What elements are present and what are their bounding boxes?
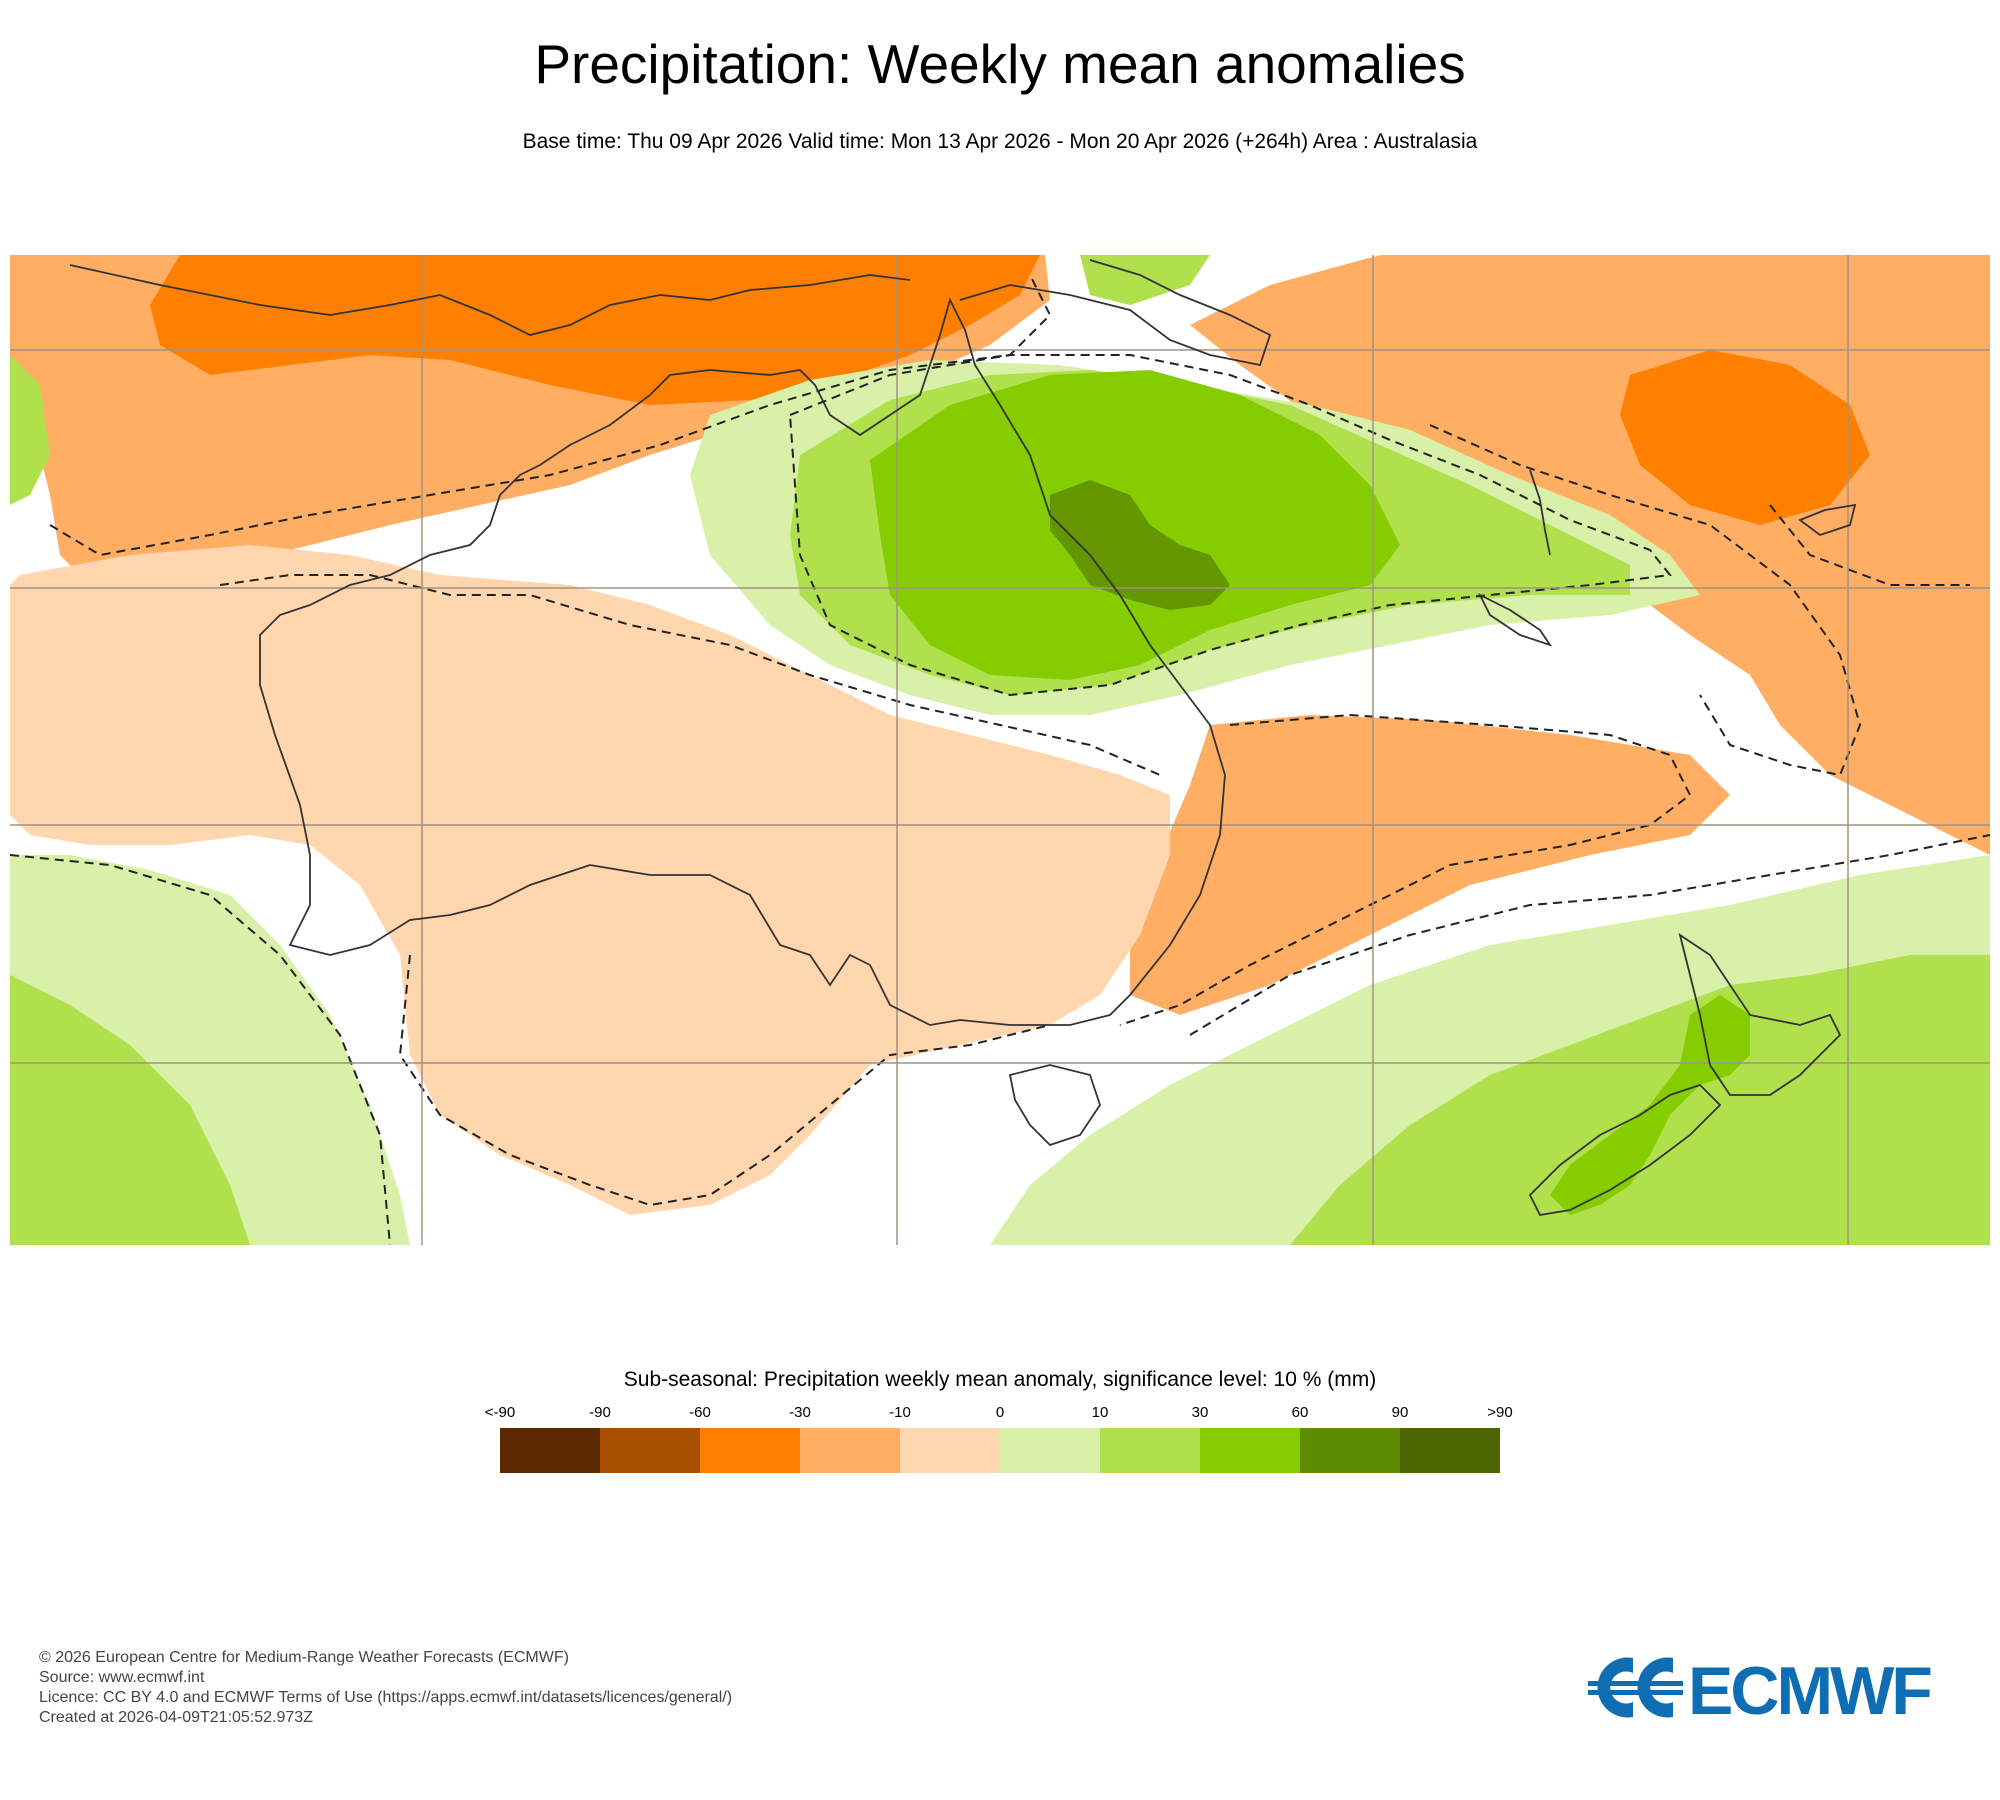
colorbar-swatch: [1400, 1428, 1500, 1473]
coast-new-caledonia: [1477, 592, 1553, 647]
significance-contours: [10, 274, 1990, 1245]
anomaly-new-zealand-wet: [1290, 955, 1990, 1245]
coast-tasmania: [1008, 1064, 1101, 1147]
colorbar-tick-label: 90: [1391, 1404, 1409, 1421]
anomaly-fiji-strong-dry: [1620, 350, 1870, 525]
coast-new-zealand-south: [1528, 1083, 1722, 1216]
colorbar-swatch: [900, 1428, 1000, 1473]
colorbar-tick-label: -30: [789, 1404, 811, 1421]
coastlines: [69, 259, 1857, 1216]
ecmwf-logo-mark: [1588, 1657, 1683, 1718]
anomaly-map: [10, 255, 1990, 1245]
colorbar-swatch: [700, 1428, 800, 1473]
colorbar-tick-label: 10: [1091, 1404, 1109, 1421]
colorbar-swatch: [1000, 1428, 1100, 1473]
footer-created: Created at 2026-04-09T21:05:52.973Z: [39, 1709, 313, 1726]
colorbar-swatch: [800, 1428, 900, 1473]
anomaly-nz-strong-wet: [1550, 995, 1750, 1215]
colorbar-tick-label: 30: [1191, 1404, 1209, 1421]
coast-fiji: [1798, 503, 1857, 537]
colorbar-tick-label: -10: [889, 1404, 911, 1421]
coast-new-zealand-north: [1678, 932, 1842, 1096]
ecmwf-logo: ECMWF: [1588, 1653, 1934, 1725]
anomaly-australia-dry: [10, 545, 1170, 1215]
colorbar-tick-label: <-90: [484, 1404, 516, 1421]
graticule: [10, 255, 1990, 1245]
legend-title: Sub-seasonal: Precipitation weekly mean …: [623, 1368, 1377, 1391]
colorbar-swatch: [600, 1428, 700, 1473]
page-title: Precipitation: Weekly mean anomalies: [534, 33, 1466, 95]
anomaly-west-edge-wet: [10, 355, 50, 505]
footer-source: Source: www.ecmwf.int: [39, 1669, 205, 1686]
coast-vanuatu: [1529, 469, 1551, 556]
anomaly-indian-ocean-strong-wet: [10, 975, 250, 1245]
page-subtitle: Base time: Thu 09 Apr 2026 Valid time: M…: [522, 130, 1478, 153]
colorbar: [500, 1428, 1500, 1473]
anomaly-queensland-very-wet: [1050, 480, 1230, 610]
colorbar-tick-label: -60: [689, 1404, 711, 1421]
colorbar-tick-label: 60: [1291, 1404, 1309, 1421]
footer-licence: Licence: CC BY 4.0 and ECMWF Terms of Us…: [39, 1689, 733, 1706]
colorbar-swatch: [1300, 1428, 1400, 1473]
footer: © 2026 European Centre for Medium-Range …: [39, 1648, 732, 1728]
footer-copyright: © 2026 European Centre for Medium-Range …: [39, 1649, 569, 1666]
anomaly-east-coast-dry: [1130, 715, 1730, 1015]
coast-australia: [259, 297, 1226, 1026]
coast-new-guinea: [959, 259, 1272, 367]
colorbar-swatch: [500, 1428, 600, 1473]
colorbar-tick-label: 0: [995, 1404, 1005, 1421]
ecmwf-logo-text: ECMWF: [1688, 1653, 1931, 1725]
coast-indonesia: [69, 264, 911, 336]
colorbar-swatch: [1200, 1428, 1300, 1473]
colorbar-tick-label: -90: [589, 1404, 611, 1421]
colorbar-tick-label: >90: [1487, 1404, 1513, 1421]
anomaly-north-strong-dry: [150, 255, 1040, 405]
colorbar-swatch: [1100, 1428, 1200, 1473]
legend-ticks: <-90 -90 -60 -30 -10 0 10 30 60 90 >90: [485, 1404, 1513, 1424]
